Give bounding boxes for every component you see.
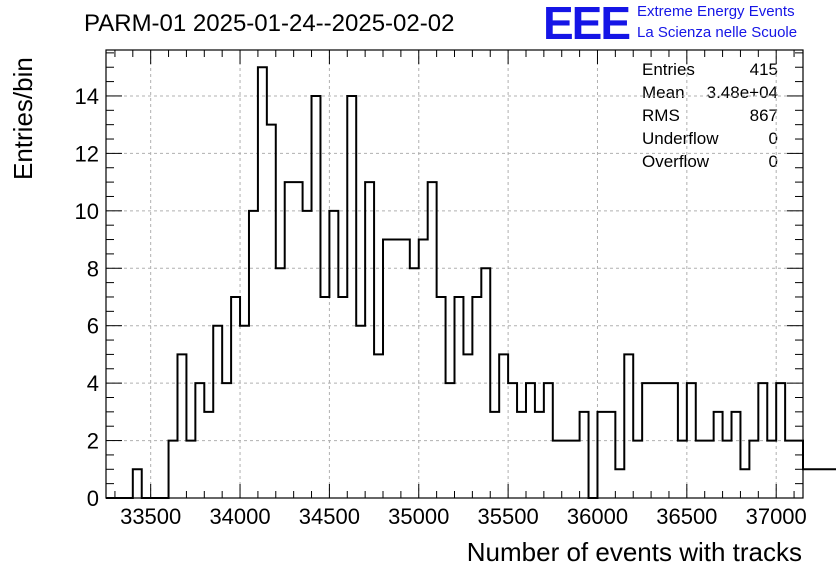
logo-line-2: La Scienza nelle Scuole: [637, 24, 798, 41]
y-tick-label: 10: [75, 199, 99, 224]
stat-label-overflow: Overflow: [642, 152, 710, 171]
histogram-series: [106, 66, 836, 499]
x-tick-label: 37000: [746, 504, 807, 529]
x-tick-label: 34000: [209, 504, 270, 529]
eee-logo: EEE: [543, 0, 631, 49]
plot-frame: [105, 49, 804, 499]
x-tick-label: 36500: [656, 504, 717, 529]
stat-label-mean: Mean: [642, 83, 685, 102]
y-tick-label: 2: [87, 429, 99, 454]
y-tick-label: 6: [87, 314, 99, 339]
logo-line-1: Extreme Energy Events: [637, 3, 795, 20]
stat-value-overflow: 0: [768, 152, 778, 171]
y-tick-label: 8: [87, 256, 99, 281]
x-tick-label: 34500: [299, 504, 360, 529]
stat-label-entries: Entries: [642, 60, 695, 79]
stat-value-rms: 867: [749, 106, 778, 125]
x-axis-label: Number of events with tracks: [466, 537, 802, 567]
x-tick-label: 36000: [567, 504, 628, 529]
y-tick-label: 4: [87, 371, 99, 396]
y-tick-label: 0: [87, 486, 99, 511]
x-tick-label: 33500: [120, 504, 181, 529]
stat-value-entries: 415: [749, 60, 778, 79]
stat-value-mean: 3.48e+04: [706, 83, 778, 102]
y-tick-label: 12: [75, 141, 99, 166]
stat-label-rms: RMS: [642, 106, 680, 125]
chart-title: PARM-01 2025-01-24--2025-02-02: [84, 10, 455, 37]
x-tick-label: 35000: [388, 504, 449, 529]
stat-label-underflow: Underflow: [642, 129, 719, 148]
stat-value-underflow: 0: [768, 129, 778, 148]
y-tick-label: 14: [75, 84, 99, 109]
x-tick-label: 35500: [478, 504, 539, 529]
